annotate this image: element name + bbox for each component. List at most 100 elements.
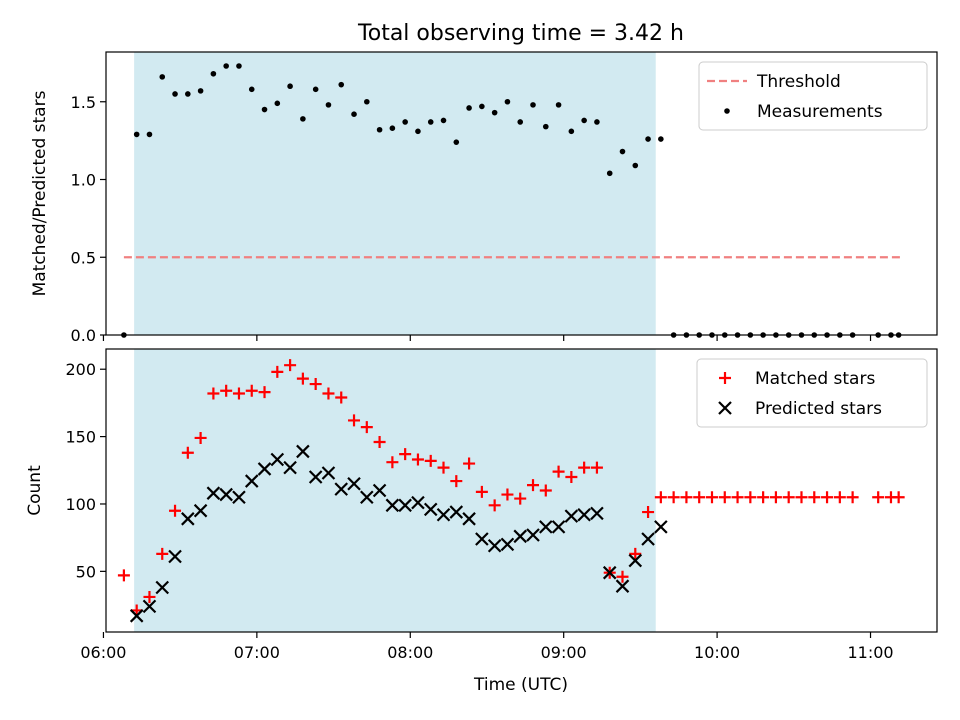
measurement-point xyxy=(568,128,575,135)
measurement-point xyxy=(133,131,140,138)
matched-point xyxy=(667,491,680,504)
predicted-point xyxy=(168,549,182,564)
measurement-point xyxy=(210,70,217,77)
measurement-point xyxy=(325,102,332,108)
matched-point xyxy=(296,372,309,385)
matched-point xyxy=(642,506,655,519)
x-tick-label: 06:00 xyxy=(80,643,126,662)
top-panel: 0.0 0.5 1.0 1.5 Matched/Predicted stars Thres… xyxy=(30,51,938,345)
predicted-point xyxy=(641,532,655,546)
predicted-point xyxy=(462,512,476,526)
matched-point xyxy=(769,491,782,504)
predicted-point xyxy=(577,507,591,522)
matched-point xyxy=(892,491,905,504)
matched-point xyxy=(872,491,885,504)
matched-point xyxy=(360,421,373,434)
measurement-point xyxy=(146,131,153,138)
matched-point xyxy=(424,454,437,467)
measurement-point xyxy=(223,63,229,69)
measurement-point xyxy=(415,128,421,135)
measurement-point xyxy=(555,102,562,108)
matched-point xyxy=(169,504,182,517)
predicted-point xyxy=(129,609,144,623)
matched-point xyxy=(437,461,450,474)
predicted-point xyxy=(539,520,553,534)
predicted-point xyxy=(232,490,246,505)
matched-point xyxy=(335,391,348,404)
predicted-point xyxy=(372,483,387,498)
predicted-point xyxy=(308,470,323,484)
predicted-point xyxy=(296,444,310,459)
predicted-point xyxy=(513,529,527,544)
matched-point xyxy=(194,431,207,444)
measurement-point xyxy=(504,98,511,105)
matched-point xyxy=(616,570,629,583)
legend-box xyxy=(698,61,928,131)
predicted-point xyxy=(360,490,374,505)
y-axis-label: Matched/Predicted stars xyxy=(30,90,50,296)
y-tick-label: 50 xyxy=(76,562,96,581)
legend-label: Predicted stars xyxy=(755,399,882,419)
measurement-point xyxy=(159,74,166,80)
matched-point xyxy=(833,491,846,504)
matched-point xyxy=(399,448,412,461)
measurement-point xyxy=(351,111,357,117)
predicted-point xyxy=(193,503,208,518)
predicted-point xyxy=(155,580,170,595)
predicted-point xyxy=(219,487,233,502)
matched-point xyxy=(348,414,361,427)
measurement-point xyxy=(466,105,472,111)
measurement-point xyxy=(364,98,370,105)
measurement-point xyxy=(172,91,178,97)
matched-point xyxy=(117,569,130,582)
measurement-point xyxy=(542,123,549,130)
measurement-point xyxy=(427,119,434,125)
matched-point xyxy=(527,479,540,492)
predicted-point xyxy=(411,495,425,510)
measurement-point xyxy=(274,100,281,107)
x-tick-label: 09:00 xyxy=(541,643,587,662)
matched-point xyxy=(795,491,808,504)
legend-matched-swatch xyxy=(719,372,731,384)
predicted-point xyxy=(398,498,412,513)
y-tick-label: 1.5 xyxy=(71,93,96,112)
predicted-point xyxy=(347,476,361,491)
matched-point xyxy=(757,491,770,504)
predicted-point xyxy=(602,565,617,580)
matched-point xyxy=(207,387,220,400)
matched-point xyxy=(373,435,386,448)
legend-measurement-swatch xyxy=(724,108,730,114)
predicted-point xyxy=(257,462,272,476)
measurement-point xyxy=(287,83,293,90)
predicted-point xyxy=(654,520,668,534)
measurement-point xyxy=(594,119,600,125)
chart-title: Total observing time = 3.42 h xyxy=(357,21,684,46)
matched-point xyxy=(821,491,834,504)
predicted-point xyxy=(487,538,502,553)
predicted-point xyxy=(551,520,566,534)
matched-point xyxy=(156,547,169,560)
legend: Threshold Measurements xyxy=(698,61,928,131)
measurement-point xyxy=(312,86,319,93)
matched-point xyxy=(284,359,297,372)
predicted-point xyxy=(206,486,221,500)
matched-point xyxy=(808,491,821,504)
matched-point xyxy=(705,491,718,504)
measurement-point xyxy=(606,170,613,177)
matched-point xyxy=(731,491,744,504)
matched-point xyxy=(322,387,335,400)
legend-label: Measurements xyxy=(757,102,883,122)
predicted-point xyxy=(334,482,349,496)
measurement-point xyxy=(453,139,460,145)
matched-point xyxy=(232,387,245,400)
predicted-point xyxy=(564,509,579,523)
y-tick-label: 1.0 xyxy=(71,171,96,190)
predicted-point xyxy=(181,512,195,526)
series-measurements xyxy=(121,63,902,338)
predicted-point xyxy=(628,553,643,568)
matched-point xyxy=(386,456,399,469)
matched-point xyxy=(271,365,284,378)
x-tick-label: 11:00 xyxy=(847,643,893,662)
predicted-point xyxy=(423,502,438,517)
